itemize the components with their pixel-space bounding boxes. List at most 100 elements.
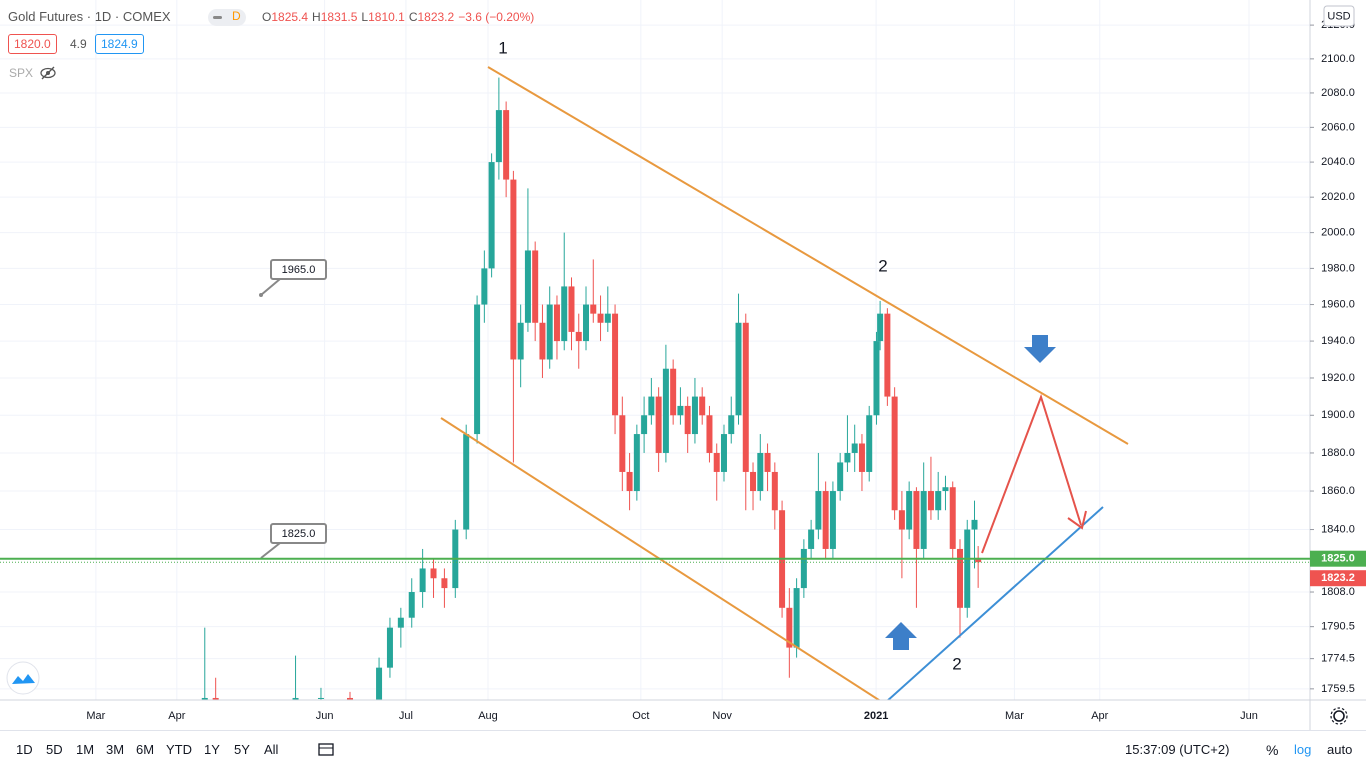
candle-body xyxy=(906,491,913,530)
badge-dash xyxy=(213,16,222,19)
ohlc-key: L xyxy=(361,10,369,24)
range-button[interactable]: 1M xyxy=(76,742,95,757)
y-tick-label: 1840.0 xyxy=(1321,523,1355,535)
candle-body xyxy=(684,405,691,435)
hide-icon[interactable] xyxy=(39,66,57,80)
last-price-label: 1823.2 xyxy=(1321,572,1355,584)
candle-body xyxy=(728,415,735,435)
candle-body xyxy=(474,304,481,435)
y-tick-label: 1920.0 xyxy=(1321,372,1355,384)
candle-body xyxy=(648,396,655,416)
candle-body xyxy=(633,434,640,492)
overlay-symbol: SPX xyxy=(9,66,34,80)
wave-label: 1 xyxy=(498,38,507,57)
candle-body xyxy=(655,396,662,453)
candle-body xyxy=(927,491,934,511)
candle-body xyxy=(503,110,510,180)
settings-icon[interactable] xyxy=(1330,707,1348,725)
y-tick-label: 2020.0 xyxy=(1321,191,1355,203)
candle-body xyxy=(274,718,280,728)
callout-pointer xyxy=(260,278,281,296)
ohlc-value: 1810.1 xyxy=(368,10,405,24)
x-tick-label: Mar xyxy=(86,710,105,722)
spread: 4.9 xyxy=(70,37,87,51)
clock: 15:37:09 (UTC+2) xyxy=(1125,742,1230,757)
callout-text: 1965.0 xyxy=(282,264,316,276)
bottom-toolbar: 15:37:09 (UTC+2) % log auto 1D 5D 1M 3M 6M YT… xyxy=(0,730,1366,769)
ohlc-value: 1825.4 xyxy=(271,10,309,24)
y-tick-label: 1774.5 xyxy=(1321,653,1355,665)
ohlc: O1825.4 H1831.5 L1810.1 C1823.2 −3.6 (−0.20%… xyxy=(262,10,534,24)
callout-box xyxy=(270,523,327,544)
candle-body xyxy=(397,617,404,628)
x-tick-label: Jul xyxy=(399,710,413,722)
y-tick-label: 2100.0 xyxy=(1321,53,1355,65)
candle-body xyxy=(866,415,873,472)
candle-body xyxy=(735,322,742,416)
candle-body xyxy=(347,697,354,700)
candle-body xyxy=(975,557,982,563)
support-line xyxy=(440,417,881,700)
candle-body xyxy=(510,179,517,360)
wave-label: 2 xyxy=(878,256,887,275)
last-price-tag xyxy=(1310,570,1366,587)
candle-body xyxy=(786,607,793,648)
y-tick-label: 2000.0 xyxy=(1321,227,1355,239)
range-button[interactable]: 3M xyxy=(106,742,125,757)
candle-body xyxy=(851,443,858,453)
candle-body xyxy=(386,627,393,668)
currency-box[interactable] xyxy=(1323,5,1355,27)
auto-toggle[interactable]: auto xyxy=(1327,742,1353,757)
y-tick-label: 1960.0 xyxy=(1321,298,1355,310)
date-range-icon[interactable] xyxy=(317,741,335,757)
ohlc-key: H xyxy=(312,10,321,24)
x-tick-label: Apr xyxy=(1091,710,1108,722)
callout-text: 1825.0 xyxy=(282,528,316,540)
candle-body xyxy=(238,712,244,718)
bid[interactable]: 1820.0 xyxy=(8,34,57,54)
range-button[interactable]: 1Y xyxy=(204,742,220,757)
candle-body xyxy=(873,341,880,416)
y-tick-label: 1940.0 xyxy=(1321,335,1355,347)
candle-body xyxy=(612,313,619,416)
candle-body xyxy=(590,304,597,314)
log-toggle[interactable]: log xyxy=(1294,742,1312,757)
range-button[interactable]: All xyxy=(264,742,279,757)
candles xyxy=(201,77,982,728)
range-button[interactable]: 6M xyxy=(136,742,155,757)
candle-body xyxy=(419,568,426,593)
y-tick-label: 1808.0 xyxy=(1321,586,1355,598)
candle-body xyxy=(964,529,971,608)
candle-body xyxy=(495,110,502,163)
range-button[interactable]: 5Y xyxy=(234,742,250,757)
ohlc-key: C xyxy=(408,10,418,24)
candle-body xyxy=(942,487,949,492)
candle-body xyxy=(677,405,684,416)
candle-body xyxy=(488,162,495,269)
percent-toggle[interactable]: % xyxy=(1266,742,1279,758)
axes: 2120.02100.02080.02060.02040.02020.02000… xyxy=(86,19,1354,722)
ask[interactable]: 1824.9 xyxy=(95,34,144,54)
candle-body xyxy=(691,396,698,435)
drawings: 1 2 2 1965.0 1825.0 xyxy=(259,38,1129,700)
candle-body xyxy=(604,313,611,323)
x-tick-label: Jun xyxy=(1240,710,1258,722)
logo[interactable] xyxy=(6,661,40,695)
candle-body xyxy=(822,491,829,549)
candle-body xyxy=(553,304,560,342)
candle-body xyxy=(815,491,822,530)
candle-body xyxy=(877,313,884,342)
candle-body xyxy=(891,396,898,511)
y-tick-label: 1880.0 xyxy=(1321,447,1355,459)
candle-body xyxy=(837,462,844,492)
candle-body xyxy=(800,548,807,589)
range-button[interactable]: YTD xyxy=(166,742,192,757)
candle-body xyxy=(583,304,590,342)
candle-body xyxy=(844,452,851,463)
range-button[interactable]: 1D xyxy=(16,742,33,757)
down-arrow xyxy=(1024,335,1056,363)
badge-pill[interactable]: D xyxy=(208,9,246,26)
candle-body xyxy=(949,487,956,549)
range-button[interactable]: 5D xyxy=(46,742,63,757)
